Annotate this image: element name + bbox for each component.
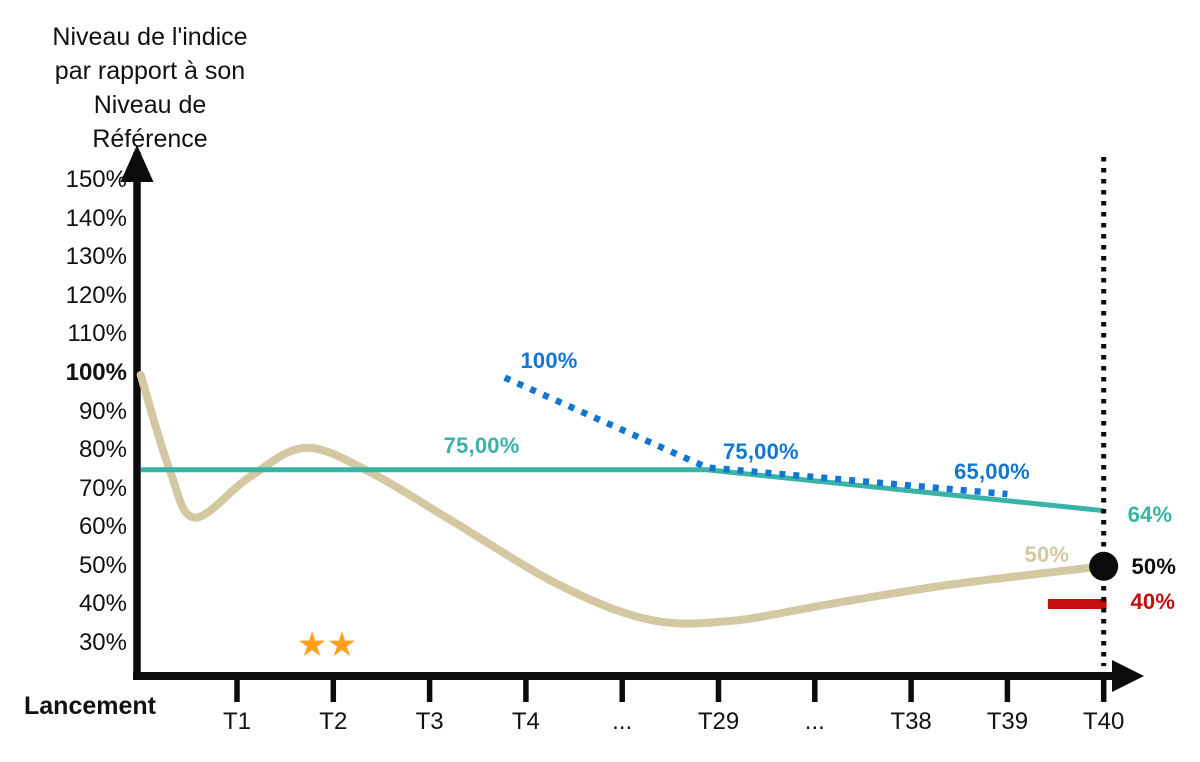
- autocall-mid-label: 75,00%: [722, 438, 799, 464]
- y-tick-label: 70%: [78, 474, 127, 502]
- autocall-barrier-line: [503, 374, 1008, 498]
- x-axis-arrow: [1112, 660, 1144, 692]
- y-tick-label: 140%: [65, 204, 127, 232]
- y-axis-title: Niveau de l'indice par rapport à son Niv…: [15, 20, 285, 156]
- x-tick-label: T40: [1083, 708, 1125, 735]
- y-tick-label: 90%: [78, 397, 127, 425]
- coupon-barrier-label: 75,00%: [443, 432, 520, 458]
- y-axis-title-line: Référence: [92, 125, 208, 153]
- y-axis-title-line: Niveau de: [93, 91, 207, 119]
- index-path-line: [136, 370, 1108, 628]
- y-tick-label: 50%: [78, 551, 127, 579]
- x-tick-label: T39: [986, 708, 1029, 735]
- y-tick-label: 110%: [67, 320, 127, 348]
- y-axis-title-line: Niveau de l'indice: [52, 23, 248, 51]
- x-tick-label: ...: [804, 708, 825, 735]
- x-axis-origin-label: Lancement: [24, 692, 156, 720]
- y-tick-label: 40%: [78, 590, 127, 618]
- x-tick-label: T38: [890, 708, 932, 735]
- x-tick-label: T2: [319, 708, 348, 735]
- y-tick-label: 130%: [65, 243, 127, 271]
- y-tick-label: 100%: [65, 359, 127, 386]
- y-axis-arrow: [120, 145, 154, 182]
- index-final-label: 50%: [1024, 541, 1070, 567]
- autocall-end-label: 65,00%: [954, 458, 1030, 484]
- protection-label: 40%: [1130, 589, 1176, 615]
- coupon-final-label: 64%: [1127, 501, 1173, 527]
- x-tick-label: T29: [697, 708, 740, 735]
- x-tick-label: T4: [511, 708, 540, 735]
- x-tick-label: T3: [415, 708, 444, 735]
- y-tick-label: 60%: [78, 513, 127, 541]
- y-tick-label: 120%: [65, 281, 127, 309]
- y-tick-label: 80%: [78, 436, 127, 464]
- y-tick-label: 150%: [65, 166, 127, 194]
- autocall-start-label: 100%: [520, 347, 578, 373]
- x-tick-label: ...: [612, 708, 633, 735]
- final-dot-label: 50%: [1131, 553, 1177, 579]
- final-level-dot: [1089, 551, 1119, 581]
- coupon-stars: ★★: [298, 628, 359, 662]
- y-tick-label: 30%: [78, 628, 127, 656]
- y-axis-title-line: par rapport à son: [54, 57, 246, 85]
- coupon-barrier-line: [140, 467, 1104, 514]
- x-tick-label: T1: [222, 708, 251, 735]
